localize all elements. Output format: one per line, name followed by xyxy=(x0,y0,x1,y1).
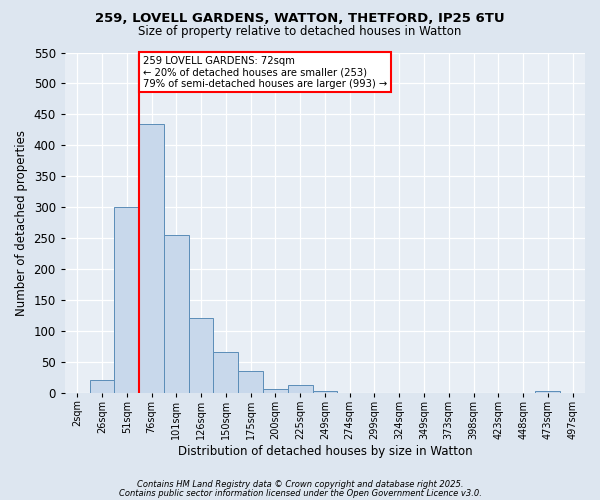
Text: 259 LOVELL GARDENS: 72sqm
← 20% of detached houses are smaller (253)
79% of semi: 259 LOVELL GARDENS: 72sqm ← 20% of detac… xyxy=(143,56,387,89)
Text: Contains public sector information licensed under the Open Government Licence v3: Contains public sector information licen… xyxy=(119,490,481,498)
Bar xyxy=(89,380,115,392)
Bar xyxy=(288,385,313,392)
Text: 259, LOVELL GARDENS, WATTON, THETFORD, IP25 6TU: 259, LOVELL GARDENS, WATTON, THETFORD, I… xyxy=(95,12,505,26)
Bar xyxy=(115,207,139,392)
X-axis label: Distribution of detached houses by size in Watton: Distribution of detached houses by size … xyxy=(178,444,472,458)
Bar xyxy=(139,124,164,392)
Bar xyxy=(164,235,188,392)
Bar xyxy=(238,371,263,392)
Bar xyxy=(263,390,288,392)
Text: Contains HM Land Registry data © Crown copyright and database right 2025.: Contains HM Land Registry data © Crown c… xyxy=(137,480,463,489)
Text: Size of property relative to detached houses in Watton: Size of property relative to detached ho… xyxy=(139,25,461,38)
Y-axis label: Number of detached properties: Number of detached properties xyxy=(15,130,28,316)
Bar xyxy=(214,352,238,393)
Bar xyxy=(188,318,214,392)
